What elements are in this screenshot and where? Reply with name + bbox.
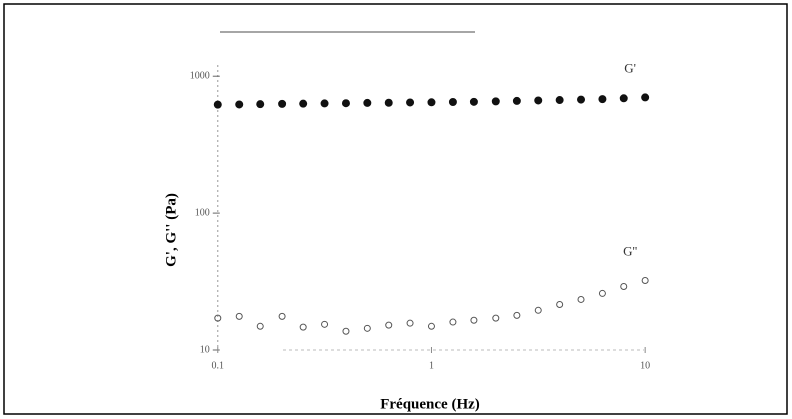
- point: [534, 96, 543, 105]
- point: [406, 319, 414, 327]
- point: [448, 98, 457, 107]
- point: [449, 318, 457, 326]
- point: [469, 97, 478, 106]
- series-label: G': [624, 60, 636, 75]
- point: [278, 312, 286, 320]
- y-tick-label: 10: [200, 344, 210, 355]
- point: [641, 276, 649, 284]
- point: [512, 96, 521, 105]
- x-tick-label: 10: [640, 360, 650, 371]
- x-axis-title: Fréquence (Hz): [380, 396, 480, 412]
- point: [213, 100, 222, 109]
- point: [256, 100, 265, 109]
- point: [641, 93, 650, 102]
- x-tick-label: 1: [429, 360, 434, 371]
- point: [619, 94, 628, 103]
- frame: [3, 3, 788, 415]
- point: [320, 99, 329, 108]
- point: [577, 295, 585, 303]
- point: [598, 289, 606, 297]
- point: [492, 314, 500, 322]
- point: [470, 316, 478, 324]
- y-tick-label: 100: [195, 207, 210, 218]
- point: [577, 95, 586, 104]
- point: [321, 320, 329, 328]
- point: [513, 311, 521, 319]
- x-tick-label: 0.1: [212, 360, 225, 371]
- point: [363, 324, 371, 332]
- point: [342, 327, 350, 335]
- point: [299, 323, 307, 331]
- y-tick-label: 1000: [190, 71, 210, 82]
- y-axis-title: G', G'' (Pa): [163, 193, 179, 267]
- point: [256, 322, 264, 330]
- point: [427, 322, 435, 330]
- point: [385, 321, 393, 329]
- point: [299, 99, 308, 108]
- point: [598, 95, 607, 104]
- point: [235, 100, 244, 109]
- point: [427, 98, 436, 107]
- point: [363, 98, 372, 107]
- point: [214, 314, 222, 322]
- point: [406, 98, 415, 107]
- point: [491, 97, 500, 106]
- point: [278, 99, 287, 108]
- point: [534, 306, 542, 314]
- point: [555, 96, 564, 105]
- point: [620, 282, 628, 290]
- series-label: G'': [623, 243, 637, 258]
- point: [384, 98, 393, 107]
- point: [556, 300, 564, 308]
- point: [341, 99, 350, 108]
- point: [235, 312, 243, 320]
